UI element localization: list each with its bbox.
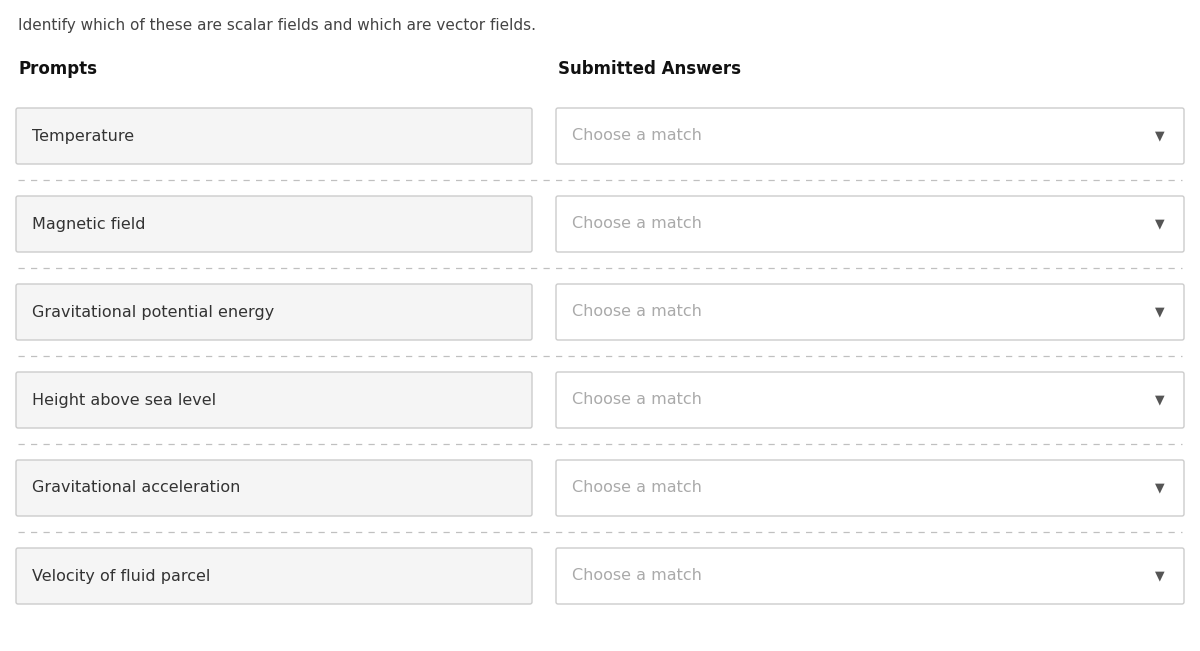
Text: Choose a match: Choose a match	[572, 480, 702, 495]
FancyBboxPatch shape	[556, 108, 1184, 164]
Text: Submitted Answers: Submitted Answers	[558, 60, 742, 78]
Text: Gravitational acceleration: Gravitational acceleration	[32, 480, 240, 495]
Text: Choose a match: Choose a match	[572, 305, 702, 320]
FancyBboxPatch shape	[16, 284, 532, 340]
FancyBboxPatch shape	[16, 196, 532, 252]
FancyBboxPatch shape	[16, 548, 532, 604]
Text: Identify which of these are scalar fields and which are vector fields.: Identify which of these are scalar field…	[18, 18, 536, 33]
FancyBboxPatch shape	[16, 108, 532, 164]
FancyBboxPatch shape	[16, 372, 532, 428]
Text: Choose a match: Choose a match	[572, 393, 702, 408]
Text: Height above sea level: Height above sea level	[32, 393, 216, 408]
Text: Prompts: Prompts	[18, 60, 97, 78]
FancyBboxPatch shape	[556, 196, 1184, 252]
FancyBboxPatch shape	[556, 548, 1184, 604]
Text: Choose a match: Choose a match	[572, 568, 702, 583]
FancyBboxPatch shape	[16, 460, 532, 516]
Text: Gravitational potential energy: Gravitational potential energy	[32, 305, 275, 320]
Text: ▼: ▼	[1156, 482, 1165, 495]
Text: ▼: ▼	[1156, 130, 1165, 143]
Text: Magnetic field: Magnetic field	[32, 217, 145, 232]
Text: ▼: ▼	[1156, 217, 1165, 230]
Text: ▼: ▼	[1156, 393, 1165, 406]
Text: ▼: ▼	[1156, 570, 1165, 583]
FancyBboxPatch shape	[556, 460, 1184, 516]
FancyBboxPatch shape	[556, 284, 1184, 340]
Text: Velocity of fluid parcel: Velocity of fluid parcel	[32, 568, 210, 583]
Text: Choose a match: Choose a match	[572, 128, 702, 143]
FancyBboxPatch shape	[556, 372, 1184, 428]
Text: Choose a match: Choose a match	[572, 217, 702, 232]
Text: ▼: ▼	[1156, 305, 1165, 318]
Text: Temperature: Temperature	[32, 128, 134, 143]
